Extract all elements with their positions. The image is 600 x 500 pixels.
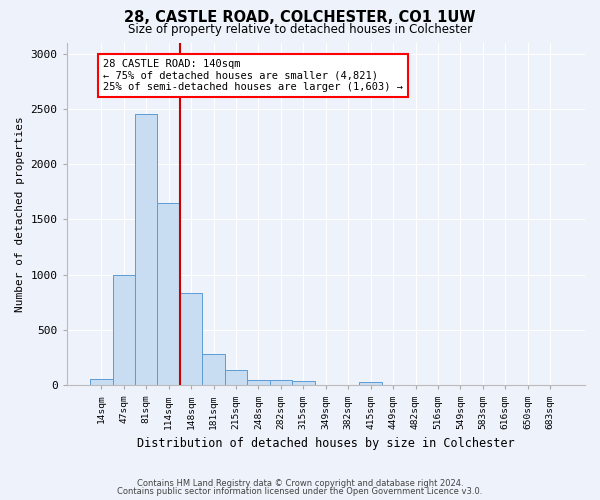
Text: Size of property relative to detached houses in Colchester: Size of property relative to detached ho… [128, 22, 472, 36]
Text: Contains HM Land Registry data © Crown copyright and database right 2024.: Contains HM Land Registry data © Crown c… [137, 478, 463, 488]
Bar [359, 382, 382, 385]
Bar [157, 203, 180, 385]
Bar [247, 380, 269, 385]
Bar [269, 380, 292, 385]
Bar [135, 114, 157, 385]
Y-axis label: Number of detached properties: Number of detached properties [15, 116, 25, 312]
Bar [202, 354, 225, 385]
Text: 28, CASTLE ROAD, COLCHESTER, CO1 1UW: 28, CASTLE ROAD, COLCHESTER, CO1 1UW [124, 10, 476, 25]
X-axis label: Distribution of detached houses by size in Colchester: Distribution of detached houses by size … [137, 437, 515, 450]
Text: 28 CASTLE ROAD: 140sqm
← 75% of detached houses are smaller (4,821)
25% of semi-: 28 CASTLE ROAD: 140sqm ← 75% of detached… [103, 59, 403, 92]
Bar [225, 370, 247, 385]
Bar [90, 378, 113, 385]
Bar [180, 294, 202, 385]
Bar [113, 274, 135, 385]
Text: Contains public sector information licensed under the Open Government Licence v3: Contains public sector information licen… [118, 487, 482, 496]
Bar [292, 380, 314, 385]
